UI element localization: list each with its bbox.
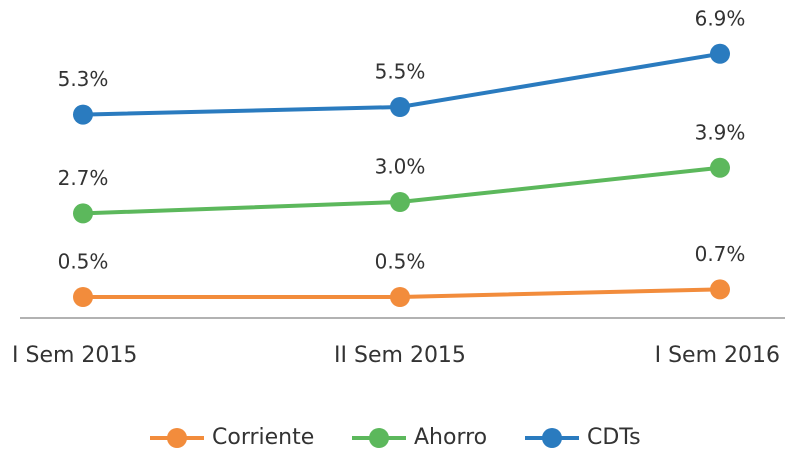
legend-label: Corriente [212, 425, 314, 450]
legend-marker [542, 428, 562, 448]
point [390, 97, 410, 117]
data-label: 5.3% [58, 67, 109, 91]
legend-label: Ahorro [414, 425, 487, 450]
point [73, 287, 93, 307]
legend-marker [369, 428, 389, 448]
data-label: 5.5% [375, 60, 426, 84]
data-label: 6.9% [695, 6, 746, 30]
data-label: 2.7% [58, 166, 109, 190]
point [710, 43, 730, 64]
legend-label: CDTs [587, 425, 641, 450]
x-tick-label: II Sem 2015 [334, 343, 466, 368]
point [710, 157, 730, 178]
x-tick-label: I Sem 2015 [12, 343, 137, 368]
point [390, 287, 410, 307]
point [710, 279, 730, 300]
data-label: 3.0% [375, 155, 426, 179]
data-label: 0.5% [375, 250, 426, 274]
data-label: 0.7% [695, 242, 746, 266]
legend-marker [167, 428, 187, 448]
point [73, 104, 93, 125]
data-label: 3.9% [695, 120, 746, 144]
data-label: 0.5% [58, 250, 109, 274]
point [73, 203, 93, 224]
point [390, 192, 410, 212]
x-tick-label: I Sem 2016 [655, 343, 780, 368]
